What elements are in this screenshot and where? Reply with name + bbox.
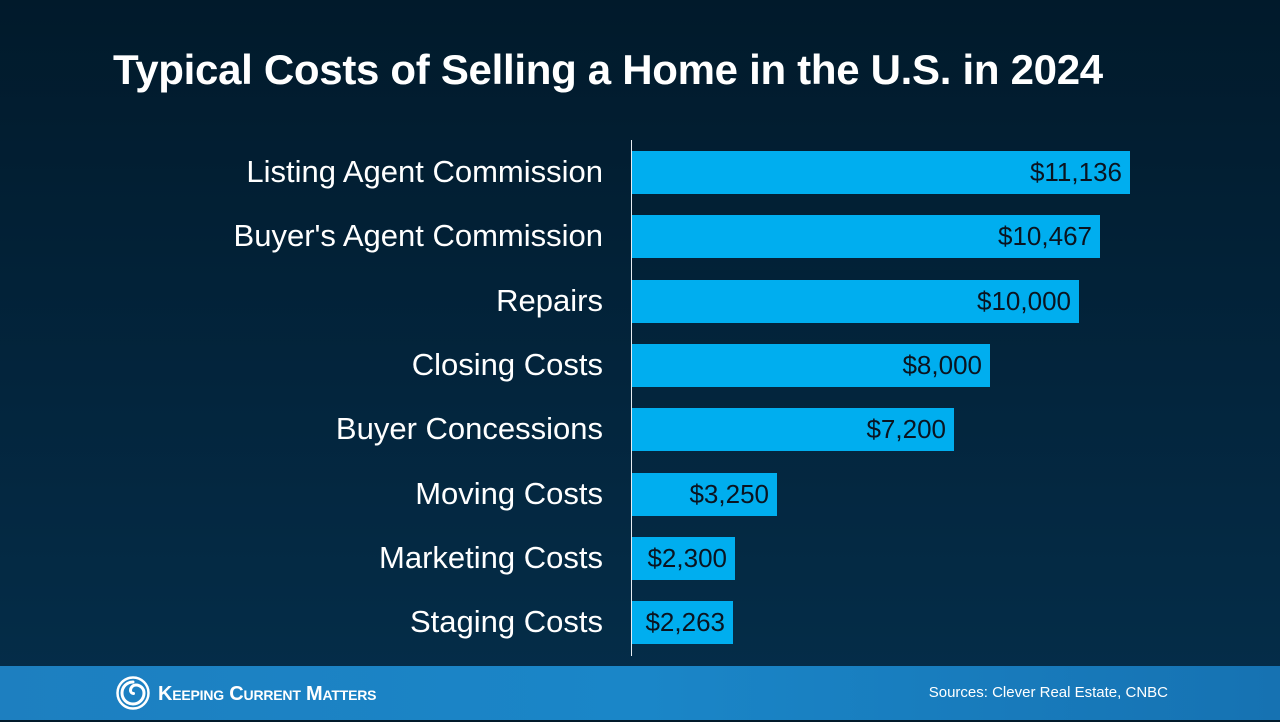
chart-title: Typical Costs of Selling a Home in the U… [113, 46, 1103, 93]
category-label: Buyer Concessions [335, 411, 603, 446]
sources-note: Sources: Clever Real Estate, CNBC [928, 684, 1168, 701]
bar-value-label: $8,000 [902, 350, 982, 380]
bar: $8,000 [632, 344, 990, 387]
bar: $2,300 [632, 537, 735, 580]
category-label: Marketing Costs [379, 540, 603, 575]
spiral-logo-icon [116, 676, 150, 710]
bar-value-label: $2,300 [647, 543, 727, 573]
bar-value-label: $11,136 [1029, 157, 1122, 187]
bar: $10,000 [632, 280, 1079, 323]
category-label: Closing Costs [411, 347, 603, 382]
bar: $11,136 [632, 151, 1130, 194]
category-label: Listing Agent Commission [246, 154, 603, 189]
footer-bar: Keeping Current Matters Sources: Clever … [0, 666, 1280, 720]
bar-value-label: $2,263 [645, 607, 725, 637]
bar: $3,250 [632, 473, 777, 516]
bar-value-label: $10,467 [998, 221, 1092, 251]
bar-value-label: $3,250 [689, 479, 769, 509]
category-label: Buyer's Agent Commission [233, 218, 603, 253]
bar: $2,263 [632, 601, 733, 644]
bar-value-label: $7,200 [866, 414, 946, 444]
category-label: Moving Costs [415, 476, 603, 511]
bar: $7,200 [632, 408, 954, 451]
brand-name: Keeping Current Matters [158, 683, 377, 705]
bar-value-label: $10,000 [977, 286, 1071, 316]
bar: $10,467 [632, 215, 1100, 258]
category-axis-line [631, 140, 632, 656]
bar-chart: Listing Agent Commission $11,136 Buyer's A… [233, 140, 1130, 656]
category-label: Staging Costs [410, 604, 603, 639]
category-label: Repairs [496, 283, 603, 318]
